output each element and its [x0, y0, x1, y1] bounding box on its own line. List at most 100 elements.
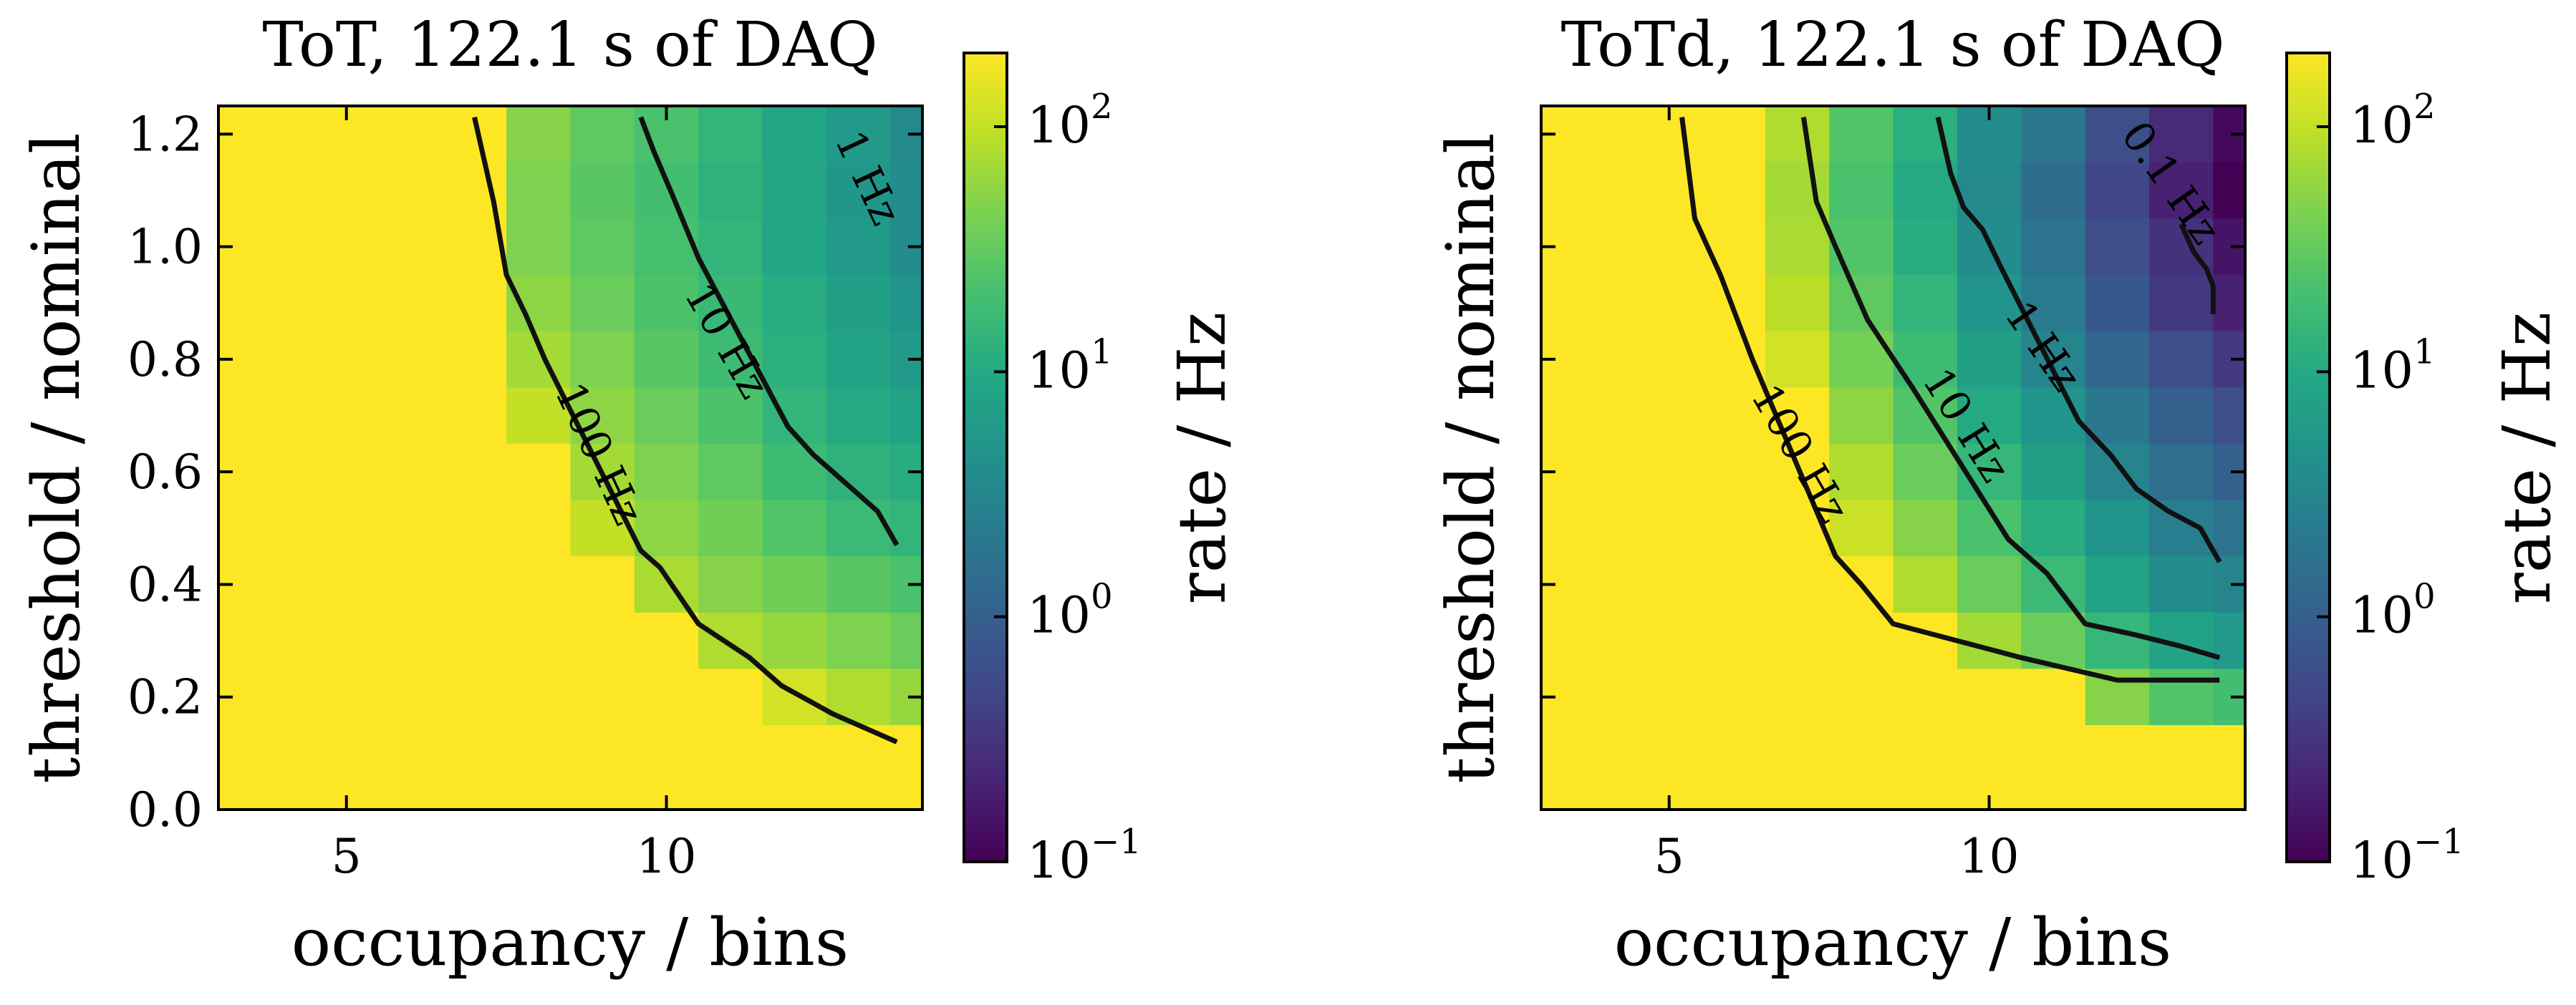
- heatmap-cell: [2213, 274, 2245, 332]
- y-tick-label: 1.0: [127, 220, 203, 275]
- x-tick-label: 10: [1959, 829, 2020, 884]
- heatmap-cell: [442, 725, 507, 782]
- heatmap-cell: [570, 106, 635, 163]
- heatmap-cell: [1893, 725, 1958, 782]
- heatmap-cell: [1957, 331, 2022, 388]
- colorbar-label: rate / Hz: [2489, 312, 2565, 604]
- heatmap-cell: [570, 669, 635, 726]
- heatmap-cell: [2021, 500, 2086, 557]
- heatmap-cell: [2021, 274, 2086, 332]
- heatmap-cell: [1573, 725, 1638, 782]
- plot-frame: [1540, 105, 2247, 811]
- heatmap-cell: [2148, 556, 2214, 613]
- heatmap-cell: [570, 781, 635, 810]
- heatmap-cell: [698, 387, 763, 445]
- heatmap-cell: [1573, 218, 1638, 276]
- heatmap-cell: [1765, 274, 1830, 332]
- heatmap-cell: [1893, 387, 1958, 445]
- heatmap-cell: [442, 781, 507, 810]
- x-tick-label: 10: [637, 829, 697, 884]
- chart-title: ToTd, 122.1 s of DAQ: [1560, 9, 2224, 81]
- heatmap-cell: [378, 106, 443, 163]
- heatmap-cell: [826, 106, 891, 163]
- heatmap-cell: [2085, 387, 2150, 445]
- heatmap-cell: [218, 106, 251, 810]
- heatmap-cell: [2148, 331, 2214, 388]
- heatmap-cell: [378, 218, 443, 276]
- heatmap-cell: [698, 500, 763, 557]
- heatmap-cell: [570, 274, 635, 332]
- heatmap-cell: [2021, 162, 2086, 219]
- heatmap-cell: [762, 556, 827, 613]
- heatmap-cell: [1573, 781, 1638, 810]
- heatmap-cell: [762, 274, 827, 332]
- heatmap-cell: [2213, 500, 2245, 557]
- heatmap-cell: [1829, 331, 1894, 388]
- heatmap-cell: [762, 106, 827, 163]
- heatmap-cell: [698, 218, 763, 276]
- y-tick-label: 0.0: [127, 782, 203, 838]
- heatmap-cell: [1829, 781, 1894, 810]
- y-tick-label: 0.2: [127, 670, 203, 725]
- colorbar-tick-label: 10−1: [1027, 822, 1142, 890]
- heatmap-cell: [634, 274, 699, 332]
- heatmap-cell: [634, 387, 699, 445]
- heatmap-cell: [1765, 725, 1830, 782]
- heatmap-cell: [314, 387, 380, 445]
- y-tick-label: 1.2: [127, 107, 203, 162]
- heatmap-cell: [1701, 556, 1766, 613]
- heatmap-cell: [1701, 612, 1766, 669]
- heatmap-cell: [2148, 725, 2214, 782]
- heatmap-cell: [1893, 218, 1958, 276]
- heatmap-cell: [2085, 162, 2150, 219]
- heatmap-cell: [762, 162, 827, 219]
- heatmap-cell: [2021, 218, 2086, 276]
- heatmap-cell: [1829, 387, 1894, 445]
- heatmap-cell: [698, 556, 763, 613]
- heatmap-cell: [1573, 612, 1638, 669]
- heatmap-cell: [378, 612, 443, 669]
- heatmap-cell: [250, 387, 315, 445]
- y-axis-ticks: [1541, 132, 2245, 811]
- heatmap-cell: [250, 669, 315, 726]
- colorbar-tick-label: 101: [2350, 331, 2436, 399]
- heatmap-cell: [506, 106, 571, 163]
- heatmap-cell: [826, 500, 891, 557]
- heatmap-cell: [314, 218, 380, 276]
- heatmap-cell: [1765, 612, 1830, 669]
- heatmap-cell: [378, 331, 443, 388]
- heatmap-cell: [250, 725, 315, 782]
- contour-line: [1679, 117, 2220, 683]
- heatmap-cell: [2148, 274, 2214, 332]
- heatmap-cell: [1637, 556, 1702, 613]
- heatmap-cell: [634, 443, 699, 501]
- colorbar-tick-label: 100: [1027, 577, 1113, 645]
- heatmap-cell: [250, 556, 315, 613]
- heatmap-cell: [442, 612, 507, 669]
- heatmap-cell: [2085, 556, 2150, 613]
- heatmap-cell: [1701, 162, 1766, 219]
- heatmap-cell: [506, 500, 571, 557]
- heatmap-cell: [1701, 781, 1766, 810]
- heatmap-cell: [2021, 443, 2086, 501]
- heatmap-cell: [2021, 781, 2086, 810]
- heatmap-cell: [1701, 387, 1766, 445]
- heatmap-cell: [826, 612, 891, 669]
- heatmap-cell: [506, 387, 571, 445]
- contour-line: [1935, 116, 2222, 563]
- heatmap-cell: [1637, 612, 1702, 669]
- heatmap-cell: [442, 106, 507, 163]
- heatmap-cell: [890, 725, 922, 782]
- heatmap-cell: [762, 612, 827, 669]
- x-axis-ticks: 5 10: [1654, 106, 2020, 884]
- y-tick-label: 0.6: [127, 445, 203, 500]
- heatmap-cell: [826, 781, 891, 810]
- heatmap-cell: [570, 331, 635, 388]
- heatmap-cell: [1701, 669, 1766, 726]
- heatmap-cell: [378, 162, 443, 219]
- heatmap-cell: [826, 218, 891, 276]
- heatmap-cell: [1893, 500, 1958, 557]
- heatmap-cell: [2148, 106, 2214, 163]
- heatmap-cell: [1957, 669, 2022, 726]
